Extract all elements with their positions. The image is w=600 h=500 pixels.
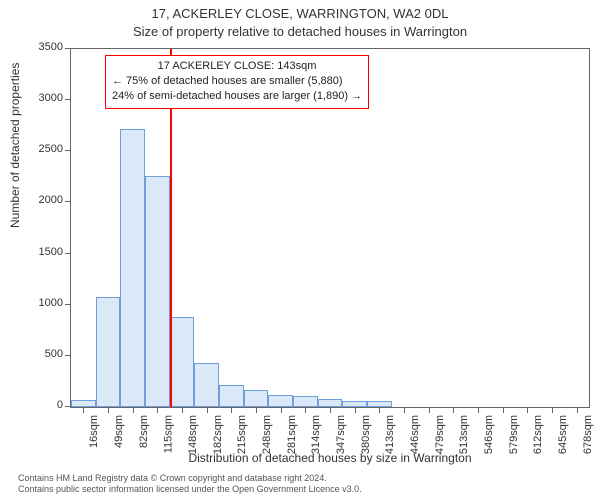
x-tick: 148sqm <box>182 407 183 413</box>
x-tick: 380sqm <box>355 407 356 413</box>
x-tick: 645sqm <box>552 407 553 413</box>
y-tick-label: 500 <box>45 348 63 360</box>
x-tick: 281sqm <box>281 407 282 413</box>
y-tick: 2500 <box>65 150 71 151</box>
x-tick-label: 115sqm <box>162 415 174 453</box>
histogram-bar <box>219 385 244 408</box>
y-tick-label: 1000 <box>39 297 63 309</box>
x-tick: 248sqm <box>256 407 257 413</box>
callout-line: 17 ACKERLEY CLOSE: 143sqm <box>112 59 362 74</box>
y-tick: 3000 <box>65 99 71 100</box>
x-tick-label: 16sqm <box>88 415 100 448</box>
x-tick: 16sqm <box>83 407 84 413</box>
x-tick: 347sqm <box>330 407 331 413</box>
footer-attribution: Contains HM Land Registry data © Crown c… <box>18 473 362 496</box>
x-tick: 546sqm <box>478 407 479 413</box>
x-tick-label: 645sqm <box>557 415 569 454</box>
histogram-bar <box>71 400 96 407</box>
x-tick-label: 347sqm <box>335 415 347 454</box>
histogram-bar <box>194 363 219 407</box>
footer-line-2: Contains public sector information licen… <box>18 484 362 496</box>
histogram-bar <box>318 399 343 407</box>
x-tick: 413sqm <box>379 407 380 413</box>
x-tick: 215sqm <box>231 407 232 413</box>
histogram-bar <box>244 390 269 407</box>
y-tick-label: 3500 <box>39 41 63 53</box>
histogram-bar <box>145 176 170 407</box>
x-tick-label: 579sqm <box>508 415 520 454</box>
y-tick-label: 0 <box>57 399 63 411</box>
x-tick-label: 215sqm <box>236 415 248 454</box>
y-tick: 2000 <box>65 201 71 202</box>
callout-box: 17 ACKERLEY CLOSE: 143sqm← 75% of detach… <box>105 55 369 109</box>
histogram-bar <box>170 317 195 407</box>
x-axis-label: Distribution of detached houses by size … <box>70 451 590 465</box>
x-tick-label: 248sqm <box>261 415 273 454</box>
y-axis-label: Number of detached properties <box>8 63 22 228</box>
x-tick-label: 380sqm <box>360 415 372 454</box>
x-tick-label: 446sqm <box>409 415 421 454</box>
x-tick: 479sqm <box>429 407 430 413</box>
callout-line: ← 75% of detached houses are smaller (5,… <box>112 74 362 89</box>
title-subtitle: Size of property relative to detached ho… <box>0 24 600 39</box>
x-tick: 49sqm <box>108 407 109 413</box>
x-tick-label: 82sqm <box>138 415 150 448</box>
x-tick-label: 479sqm <box>434 415 446 454</box>
x-tick-label: 612sqm <box>532 415 544 454</box>
x-tick-label: 513sqm <box>458 415 470 454</box>
histogram-bar <box>120 129 145 407</box>
histogram-bar <box>268 395 293 407</box>
x-tick-label: 678sqm <box>582 415 594 454</box>
footer-line-1: Contains HM Land Registry data © Crown c… <box>18 473 362 485</box>
x-tick-label: 314sqm <box>310 415 322 454</box>
x-tick: 612sqm <box>527 407 528 413</box>
y-tick-label: 2000 <box>39 194 63 206</box>
x-tick-label: 182sqm <box>212 415 224 454</box>
chart-plot-area: 050010001500200025003000350016sqm49sqm82… <box>70 48 590 408</box>
y-tick-label: 3000 <box>39 92 63 104</box>
x-tick-label: 49sqm <box>113 415 125 448</box>
y-tick: 1500 <box>65 253 71 254</box>
x-tick-label: 148sqm <box>187 415 199 454</box>
histogram-bar <box>96 297 121 407</box>
x-tick: 579sqm <box>503 407 504 413</box>
x-tick-label: 546sqm <box>483 415 495 454</box>
x-tick: 314sqm <box>305 407 306 413</box>
histogram-bar <box>293 396 318 407</box>
callout-line: 24% of semi-detached houses are larger (… <box>112 89 362 104</box>
x-tick: 182sqm <box>207 407 208 413</box>
x-tick: 513sqm <box>453 407 454 413</box>
y-tick: 500 <box>65 355 71 356</box>
title-address: 17, ACKERLEY CLOSE, WARRINGTON, WA2 0DL <box>0 6 600 21</box>
y-tick: 1000 <box>65 304 71 305</box>
y-tick: 3500 <box>65 48 71 49</box>
x-tick: 446sqm <box>404 407 405 413</box>
y-tick-label: 1500 <box>39 246 63 258</box>
x-tick-label: 413sqm <box>384 415 396 454</box>
x-tick: 115sqm <box>157 407 158 413</box>
x-tick-label: 281sqm <box>286 415 298 454</box>
y-tick-label: 2500 <box>39 143 63 155</box>
x-tick: 82sqm <box>133 407 134 413</box>
x-tick: 678sqm <box>577 407 578 413</box>
